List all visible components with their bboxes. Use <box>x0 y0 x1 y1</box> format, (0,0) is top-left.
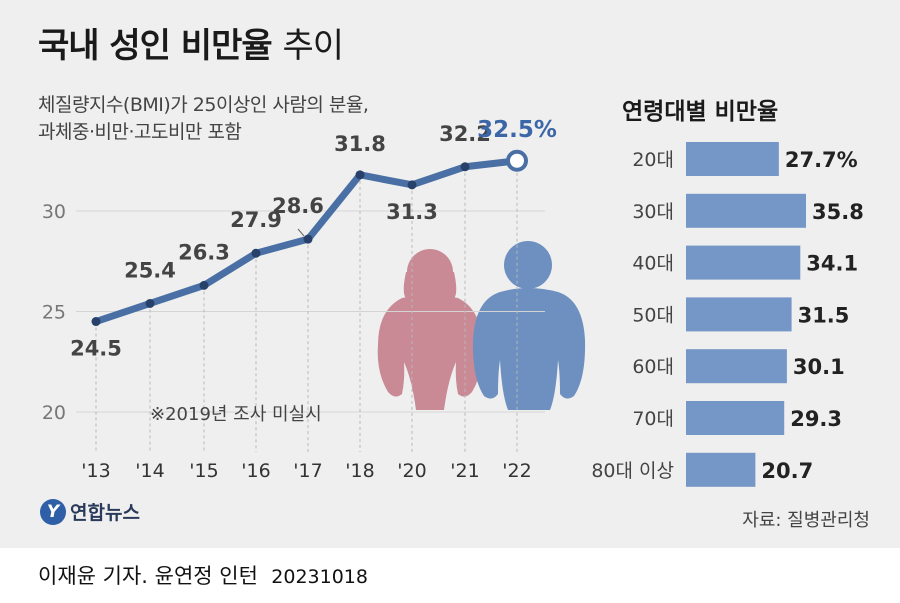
data-label: 32.2 <box>439 122 491 146</box>
y-tick-label: 20 <box>42 402 66 424</box>
bar <box>686 349 787 384</box>
page-title: 국내 성인 비만율 추이 <box>38 18 344 67</box>
data-point <box>145 298 155 308</box>
x-tick-label: '14 <box>135 460 164 482</box>
male-silhouette <box>472 241 586 410</box>
x-tick-label: '18 <box>345 460 374 482</box>
x-tick-label: '21 <box>450 460 479 482</box>
subtitle-line-1: 체질량지수(BMI)가 25이상인 사람의 분율, <box>38 94 369 116</box>
bar <box>686 142 779 176</box>
x-tick-label: '17 <box>293 460 322 482</box>
data-point <box>355 170 365 180</box>
x-tick-label: '15 <box>189 460 218 482</box>
x-tick-label: '16 <box>241 460 270 482</box>
logo-text: 연합뉴스 <box>70 502 140 524</box>
bar <box>686 193 806 228</box>
bar <box>686 297 792 332</box>
data-label: 31.3 <box>386 200 438 224</box>
bar-value-label: 30.1 <box>793 355 845 379</box>
survey-note: ※2019년 조사 미실시 <box>150 404 322 425</box>
bar-category-label: 70대 <box>632 408 674 430</box>
credit-date: 20231018 <box>271 566 368 588</box>
bar-category-label: 60대 <box>632 356 674 378</box>
bar-value-label: 27.7% <box>785 148 858 172</box>
bar-category-label: 20대 <box>632 149 674 171</box>
bar <box>686 245 801 280</box>
bar-category-label: 80대 이상 <box>591 460 674 482</box>
x-tick-label: '22 <box>502 460 531 482</box>
bar-category-label: 40대 <box>632 253 674 275</box>
y-tick-label: 25 <box>42 302 66 324</box>
bar-value-label: 34.1 <box>806 252 858 276</box>
x-tick-label: '13 <box>81 460 110 482</box>
bar-value-label: 35.8 <box>812 200 864 224</box>
bar-category-label: 50대 <box>632 304 674 326</box>
data-label: 25.4 <box>124 258 176 282</box>
data-point <box>303 234 313 244</box>
data-label: 28.6 <box>272 194 324 218</box>
chart-canvas: 20 25 30 '13 '14 '15 '16 '17 '18 '20 '21 '22 24.5 25… <box>42 117 864 487</box>
credit-line: 이재윤 기자. 윤연정 인턴 20231018 <box>38 560 368 590</box>
data-point <box>91 317 101 327</box>
data-label: 32.5% <box>477 117 557 143</box>
age-bar-chart: 20대 27.7% 30대 35.8 40대 34.1 50대 31.5 60대 30.1 70대 2… <box>591 142 864 487</box>
line-chart-grid: 20 25 30 '13 '14 '15 '16 '17 '18 '20 '21 '22 <box>42 160 545 482</box>
figure-silhouettes <box>377 241 586 410</box>
logo-icon: Y <box>40 498 66 525</box>
x-tick-label: '20 <box>397 460 426 482</box>
data-point <box>199 280 209 290</box>
title-main: 국내 성인 비만율 <box>38 26 273 66</box>
data-label: 24.5 <box>70 337 122 361</box>
data-label: 26.3 <box>178 240 230 264</box>
age-chart-title: 연령대별 비만율 <box>622 99 779 125</box>
y-tick-label: 30 <box>42 201 66 223</box>
data-point <box>407 180 417 190</box>
credit-author: 이재윤 기자. 윤연정 인턴 <box>38 564 258 588</box>
data-label: 27.9 <box>230 208 282 232</box>
title-sub: 추이 <box>282 26 344 66</box>
label-leader-line <box>297 228 305 237</box>
bar-value-label: 31.5 <box>798 303 850 327</box>
data-point <box>251 248 261 258</box>
data-point-highlight <box>506 149 528 172</box>
line-chart: 24.5 25.426.327.928.6 31.8 31.3 32.232.5% <box>70 117 557 361</box>
bar-value-label: 20.7 <box>761 459 813 483</box>
bar-value-label: 29.3 <box>790 407 842 431</box>
source-text: 자료: 질병관리청 <box>742 510 870 531</box>
subtitle-line-2: 과체중·비만·고도비만 포함 <box>38 121 242 143</box>
female-silhouette <box>377 249 483 410</box>
bar <box>686 401 785 435</box>
yonhap-logo: Y 연합뉴스 <box>40 498 140 525</box>
bar <box>686 452 756 487</box>
bar-category-label: 30대 <box>632 201 674 223</box>
data-label: 31.8 <box>334 132 386 156</box>
data-point <box>460 162 470 172</box>
